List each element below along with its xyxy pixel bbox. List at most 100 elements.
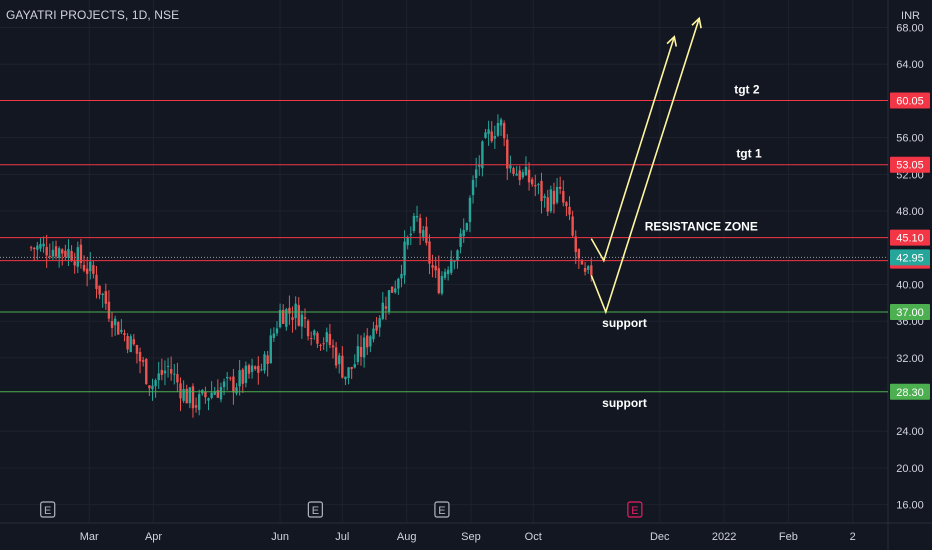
candle[interactable] [191, 386, 195, 409]
candle[interactable] [98, 285, 101, 295]
candle[interactable] [418, 217, 422, 234]
candle[interactable] [45, 246, 48, 256]
candle[interactable] [157, 373, 160, 381]
candle[interactable] [471, 179, 475, 196]
candle[interactable] [543, 196, 546, 198]
candle[interactable] [481, 141, 484, 169]
candle[interactable] [126, 336, 129, 350]
candle[interactable] [101, 293, 104, 296]
candle[interactable] [453, 261, 456, 263]
candle[interactable] [378, 318, 381, 328]
candle[interactable] [51, 249, 55, 257]
candle[interactable] [562, 191, 565, 203]
candle[interactable] [422, 230, 425, 237]
candle[interactable] [138, 352, 142, 362]
candle[interactable] [590, 265, 593, 276]
candle[interactable] [431, 265, 434, 268]
candle[interactable] [322, 343, 325, 345]
candle[interactable] [415, 216, 419, 218]
symbol-title[interactable]: GAYATRI PROJECTS, 1D, NSE [6, 8, 180, 22]
candle[interactable] [459, 233, 462, 247]
candle[interactable] [577, 248, 581, 259]
candle[interactable] [225, 376, 229, 379]
candle[interactable] [61, 249, 64, 254]
candle[interactable] [310, 337, 313, 339]
candle[interactable] [92, 265, 95, 274]
candle[interactable] [253, 366, 257, 369]
candle[interactable] [580, 260, 584, 265]
candle[interactable] [412, 215, 416, 231]
candle[interactable] [344, 376, 347, 380]
candle[interactable] [390, 286, 394, 293]
candle[interactable] [82, 264, 86, 271]
candle[interactable] [135, 344, 139, 354]
candle[interactable] [188, 387, 192, 404]
candle[interactable] [42, 243, 45, 247]
candle[interactable] [269, 335, 272, 364]
candle[interactable] [512, 168, 515, 174]
candle[interactable] [79, 244, 83, 263]
candle[interactable] [540, 180, 543, 202]
candle[interactable] [54, 246, 58, 257]
candle[interactable] [316, 333, 319, 344]
candle[interactable] [104, 291, 108, 304]
candle[interactable] [502, 123, 506, 139]
candle[interactable] [29, 247, 33, 249]
candle[interactable] [89, 261, 92, 272]
candle[interactable] [462, 230, 465, 237]
candle[interactable] [216, 390, 220, 398]
candle[interactable] [534, 185, 537, 187]
candle[interactable] [334, 347, 338, 366]
candle[interactable] [375, 325, 378, 331]
candle[interactable] [440, 275, 444, 294]
candle[interactable] [238, 370, 241, 387]
candle[interactable] [325, 332, 328, 343]
earnings-marker[interactable] [434, 501, 450, 518]
candle[interactable] [359, 346, 363, 357]
candle[interactable] [123, 333, 126, 336]
candle[interactable] [169, 369, 173, 374]
candle[interactable] [48, 255, 51, 257]
candle[interactable] [33, 247, 36, 250]
candle[interactable] [182, 389, 185, 401]
candle[interactable] [571, 216, 574, 236]
candle[interactable] [406, 237, 409, 246]
candle[interactable] [362, 337, 366, 358]
candle[interactable] [515, 173, 518, 176]
candle[interactable] [400, 273, 403, 279]
candle[interactable] [129, 336, 132, 353]
candle[interactable] [490, 131, 493, 142]
candle[interactable] [282, 309, 285, 324]
candle[interactable] [394, 288, 397, 293]
candle[interactable] [313, 330, 316, 336]
candle[interactable] [474, 169, 478, 179]
candle[interactable] [194, 405, 198, 408]
candle[interactable] [151, 385, 154, 390]
candle[interactable] [179, 383, 182, 399]
candle[interactable] [229, 377, 232, 379]
candle[interactable] [257, 365, 260, 373]
candle[interactable] [331, 345, 335, 348]
candle[interactable] [350, 367, 353, 369]
candle[interactable] [85, 268, 89, 274]
candle[interactable] [70, 250, 73, 261]
candle[interactable] [117, 322, 120, 335]
candle[interactable] [546, 197, 549, 212]
candle[interactable] [160, 370, 164, 375]
candle[interactable] [446, 269, 450, 275]
candle[interactable] [366, 335, 369, 348]
candle[interactable] [409, 233, 413, 236]
candle[interactable] [210, 392, 213, 398]
candle[interactable] [527, 169, 531, 183]
candle[interactable] [67, 248, 70, 258]
candle[interactable] [403, 241, 406, 276]
candle[interactable] [185, 388, 188, 404]
candle[interactable] [303, 317, 307, 319]
candle[interactable] [275, 328, 279, 334]
candle[interactable] [369, 336, 372, 347]
candle[interactable] [387, 290, 391, 313]
candle[interactable] [272, 333, 276, 338]
candle[interactable] [95, 274, 98, 289]
candle[interactable] [338, 355, 341, 365]
